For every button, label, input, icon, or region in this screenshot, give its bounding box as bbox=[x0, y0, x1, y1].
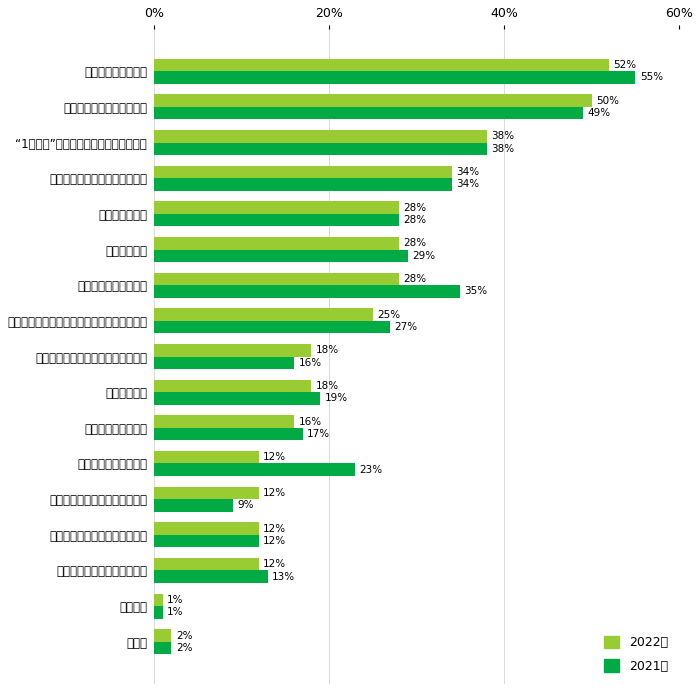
Text: 52%: 52% bbox=[613, 60, 636, 70]
Bar bbox=[154, 451, 259, 464]
Bar bbox=[154, 107, 583, 120]
Bar bbox=[154, 379, 312, 392]
Text: 16%: 16% bbox=[298, 417, 321, 426]
Text: 12%: 12% bbox=[263, 452, 286, 462]
Legend: 2022年, 2021年: 2022年, 2021年 bbox=[598, 631, 673, 678]
Bar bbox=[154, 535, 259, 547]
Bar bbox=[154, 415, 294, 428]
Text: 23%: 23% bbox=[360, 465, 383, 475]
Text: 28%: 28% bbox=[403, 238, 426, 248]
Text: 16%: 16% bbox=[298, 358, 321, 368]
Bar bbox=[154, 59, 609, 71]
Bar bbox=[154, 308, 372, 321]
Text: 18%: 18% bbox=[316, 381, 339, 391]
Text: 12%: 12% bbox=[263, 536, 286, 546]
Bar bbox=[154, 357, 294, 369]
Bar bbox=[154, 499, 232, 511]
Text: 13%: 13% bbox=[272, 571, 295, 582]
Bar bbox=[154, 130, 486, 142]
Bar bbox=[154, 214, 399, 227]
Bar bbox=[154, 486, 259, 499]
Text: 28%: 28% bbox=[403, 215, 426, 225]
Bar bbox=[154, 142, 486, 155]
Text: 1%: 1% bbox=[167, 607, 183, 617]
Text: 12%: 12% bbox=[263, 524, 286, 533]
Text: 38%: 38% bbox=[491, 144, 514, 154]
Bar bbox=[154, 249, 407, 262]
Bar bbox=[154, 95, 592, 107]
Text: 28%: 28% bbox=[403, 274, 426, 284]
Text: 19%: 19% bbox=[325, 393, 348, 404]
Bar bbox=[154, 522, 259, 535]
Text: 27%: 27% bbox=[395, 322, 418, 332]
Text: 2%: 2% bbox=[176, 643, 192, 653]
Bar bbox=[154, 273, 399, 285]
Text: 12%: 12% bbox=[263, 488, 286, 498]
Text: 1%: 1% bbox=[167, 595, 183, 605]
Bar bbox=[154, 392, 320, 405]
Text: 49%: 49% bbox=[587, 108, 610, 118]
Text: 38%: 38% bbox=[491, 131, 514, 142]
Text: 55%: 55% bbox=[640, 73, 663, 82]
Bar bbox=[154, 606, 162, 618]
Text: 34%: 34% bbox=[456, 167, 479, 177]
Bar bbox=[154, 594, 162, 606]
Bar bbox=[154, 642, 172, 654]
Text: 28%: 28% bbox=[403, 202, 426, 213]
Text: 29%: 29% bbox=[412, 251, 435, 261]
Bar bbox=[154, 344, 312, 357]
Text: 9%: 9% bbox=[237, 500, 253, 511]
Text: 25%: 25% bbox=[377, 310, 400, 320]
Text: 2%: 2% bbox=[176, 631, 192, 641]
Bar bbox=[154, 464, 355, 476]
Bar bbox=[154, 630, 172, 642]
Text: 35%: 35% bbox=[465, 287, 488, 296]
Text: 12%: 12% bbox=[263, 559, 286, 569]
Text: 34%: 34% bbox=[456, 180, 479, 189]
Bar bbox=[154, 285, 461, 298]
Bar bbox=[154, 166, 452, 178]
Bar bbox=[154, 321, 390, 333]
Bar bbox=[154, 571, 267, 583]
Bar bbox=[154, 237, 399, 249]
Text: 17%: 17% bbox=[307, 429, 330, 439]
Bar bbox=[154, 201, 399, 214]
Bar bbox=[154, 178, 452, 191]
Text: 18%: 18% bbox=[316, 346, 339, 355]
Bar bbox=[154, 558, 259, 571]
Bar bbox=[154, 428, 302, 440]
Bar bbox=[154, 71, 636, 84]
Text: 50%: 50% bbox=[596, 95, 619, 106]
